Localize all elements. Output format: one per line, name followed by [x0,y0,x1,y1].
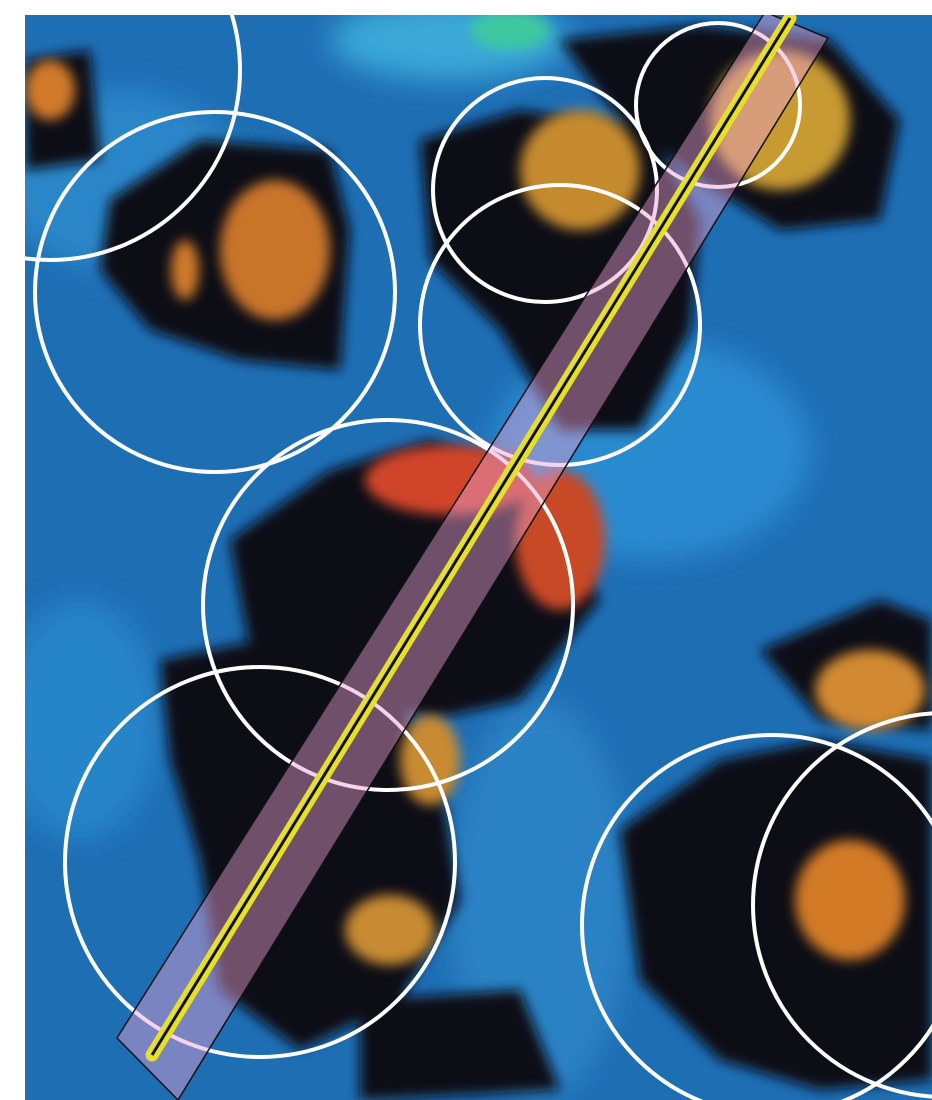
region-circle [33,110,397,474]
line-profile [116,15,830,1100]
region-circle [201,418,575,792]
region-circle [25,15,242,262]
profile-line-core [150,17,792,1056]
region-circle [634,21,802,189]
region-circle [580,733,932,1100]
region-circle [751,711,932,1099]
region-circle [431,76,659,304]
region-circle [63,665,457,1059]
region-circle [418,183,702,467]
